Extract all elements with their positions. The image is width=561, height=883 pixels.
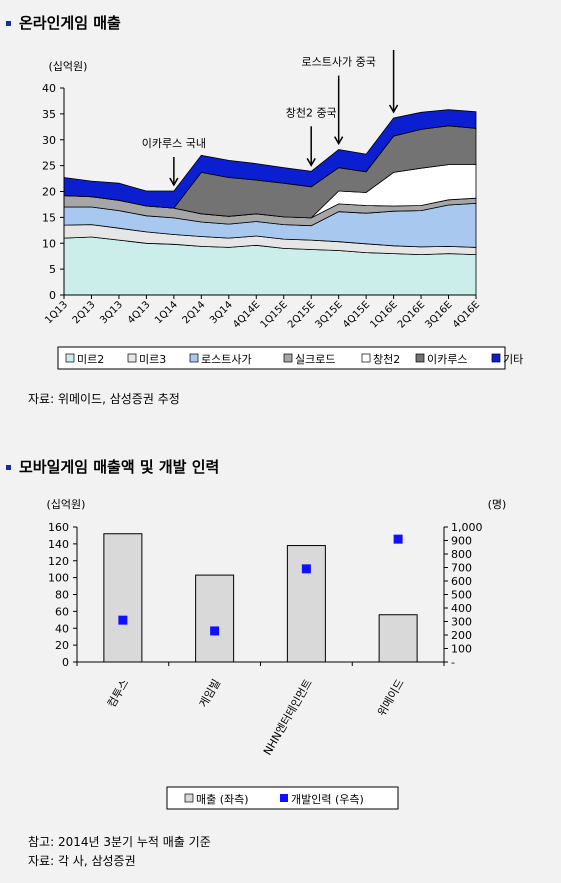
- annotation-arrow-head: [388, 104, 399, 114]
- y-tick-label: 5: [49, 263, 56, 276]
- x-tick-label: 4Q16E: [451, 299, 482, 330]
- y-tick-label: 60: [55, 605, 69, 618]
- y-tick-label: 20: [55, 639, 69, 652]
- y2-tick-label: 700: [451, 562, 472, 575]
- legend-swatch-4: [361, 353, 371, 363]
- legend-swatch-1: [127, 353, 137, 363]
- y2-tick-label: 800: [451, 548, 472, 561]
- x-tick-label: 2Q13: [71, 299, 98, 326]
- y-tick-label: 35: [42, 108, 56, 121]
- annotation-label: 창천2 중국: [286, 105, 337, 119]
- legend: 미르2 미르3 로스트사가 실크로드 창천2 이카루스 기타: [57, 346, 523, 370]
- x-tick-label: 1Q13: [43, 299, 70, 326]
- y2-tick-label: 400: [451, 602, 472, 615]
- section2-title-text: 모바일게임 매출액 및 개발 인력: [19, 458, 220, 476]
- y2-tick-label: 600: [451, 575, 472, 588]
- x-tick-label: 4Q14E: [231, 299, 262, 330]
- annotation-arrow-head: [334, 136, 344, 146]
- mobile-revenue-chart: (십억원) (명)020406080100120140160-1002003004…: [47, 498, 507, 810]
- title-bullet: [6, 465, 11, 470]
- y2-tick-label: 200: [451, 629, 472, 642]
- y-axis-label: (십억원): [49, 60, 88, 73]
- y2-tick-label: 300: [451, 616, 472, 629]
- y-tick-label: 40: [55, 622, 69, 635]
- y-tick-label: 80: [55, 589, 69, 602]
- x-tick-label: NHN엔터테인먼트: [261, 677, 315, 758]
- bar-0: [103, 533, 143, 663]
- legend: 매출 (좌측) 개발인력 (우측): [166, 786, 399, 810]
- y-tick-label: 20: [42, 186, 56, 199]
- y-tick-label: 140: [48, 538, 69, 551]
- section1-title-text: 온라인게임 매출: [19, 14, 121, 32]
- legend-label-2: 로스트사가: [201, 353, 252, 366]
- x-tick-label: 3Q15E: [313, 299, 344, 330]
- y-tick-label: 25: [42, 160, 56, 173]
- point-0: [118, 615, 128, 625]
- annotation-label: 로스트사가 중국: [301, 56, 375, 69]
- y-tick-label: 100: [48, 572, 69, 585]
- y2-axis-label: (명): [488, 498, 507, 511]
- legend-label-3: 실크로드: [295, 353, 335, 366]
- y-tick-label: 160: [48, 521, 69, 534]
- legend-label-bars: 매출 (좌측): [196, 793, 249, 806]
- y-tick-label: 30: [42, 134, 56, 147]
- legend-label-6: 기타: [503, 353, 523, 366]
- y2-tick-label: 100: [451, 643, 472, 656]
- x-tick-label: 4Q15E: [341, 299, 372, 330]
- y-tick-label: 120: [48, 555, 69, 568]
- y2-tick-label: 500: [451, 589, 472, 602]
- legend-label-1: 미르3: [139, 353, 166, 366]
- legend-swatch-5: [415, 353, 425, 363]
- x-tick-label: 3Q16E: [423, 299, 454, 330]
- x-tick-label: 위메이드: [375, 677, 407, 719]
- legend-box: [57, 346, 506, 370]
- section1-source: 자료: 위메이드, 삼성증권 추정: [28, 392, 180, 406]
- legend-label-4: 창천2: [373, 352, 400, 366]
- section2-source: 자료: 각 사, 삼성증권: [28, 854, 136, 868]
- annotation-arrow-head: [169, 177, 179, 187]
- y-tick-label: 40: [42, 82, 56, 95]
- section1-title: 온라인게임 매출: [6, 12, 121, 33]
- x-tick-label: 2Q15E: [286, 299, 317, 330]
- x-tick-label: 1Q15E: [259, 299, 290, 330]
- legend-swatch-3: [283, 353, 293, 363]
- title-bullet: [6, 21, 11, 26]
- x-tick-label: 4Q13: [126, 299, 153, 326]
- y-tick-label: 0: [49, 289, 56, 302]
- point-2: [301, 564, 311, 574]
- y2-tick-label: 1,000: [451, 521, 483, 534]
- y2-tick-label: 900: [451, 535, 472, 548]
- legend-label-5: 이카루스: [427, 353, 467, 366]
- point-1: [210, 626, 220, 636]
- series-area-6: [63, 109, 477, 209]
- x-tick-label: 1Q16E: [368, 299, 399, 330]
- annotation-label: 이카루스 국내: [142, 137, 206, 150]
- legend-swatch-2: [189, 353, 199, 363]
- y-tick-label: 0: [62, 656, 69, 669]
- y2-tick-label: -: [451, 656, 455, 669]
- y-axis-label: (십억원): [47, 498, 86, 511]
- legend-label-points: 개발인력 (우측): [291, 793, 364, 806]
- legend-swatch-0: [65, 353, 75, 363]
- y-tick-label: 10: [42, 237, 56, 250]
- bar-1: [195, 574, 235, 663]
- legend-swatch-points: [280, 794, 288, 802]
- legend-label-0: 미르2: [77, 353, 104, 366]
- x-tick-label: 3Q13: [98, 299, 125, 326]
- section2-title: 모바일게임 매출액 및 개발 인력: [6, 456, 219, 477]
- bar-2: [286, 545, 326, 663]
- x-tick-label: 1Q14: [153, 299, 180, 326]
- legend-swatch-6: [491, 353, 501, 363]
- bar-3: [378, 614, 418, 663]
- legend-swatch-bars: [184, 793, 194, 803]
- section2-note: 참고: 2014년 3분기 누적 매출 기준: [28, 835, 211, 849]
- annotation-arrow-head: [306, 157, 316, 167]
- x-tick-label: 2Q16E: [396, 299, 427, 330]
- x-tick-label: 2Q14: [181, 299, 208, 326]
- y-tick-label: 15: [42, 211, 56, 224]
- x-tick-label: 게임빌: [197, 677, 223, 710]
- x-tick-label: 컴투스: [105, 677, 131, 710]
- point-3: [393, 534, 403, 544]
